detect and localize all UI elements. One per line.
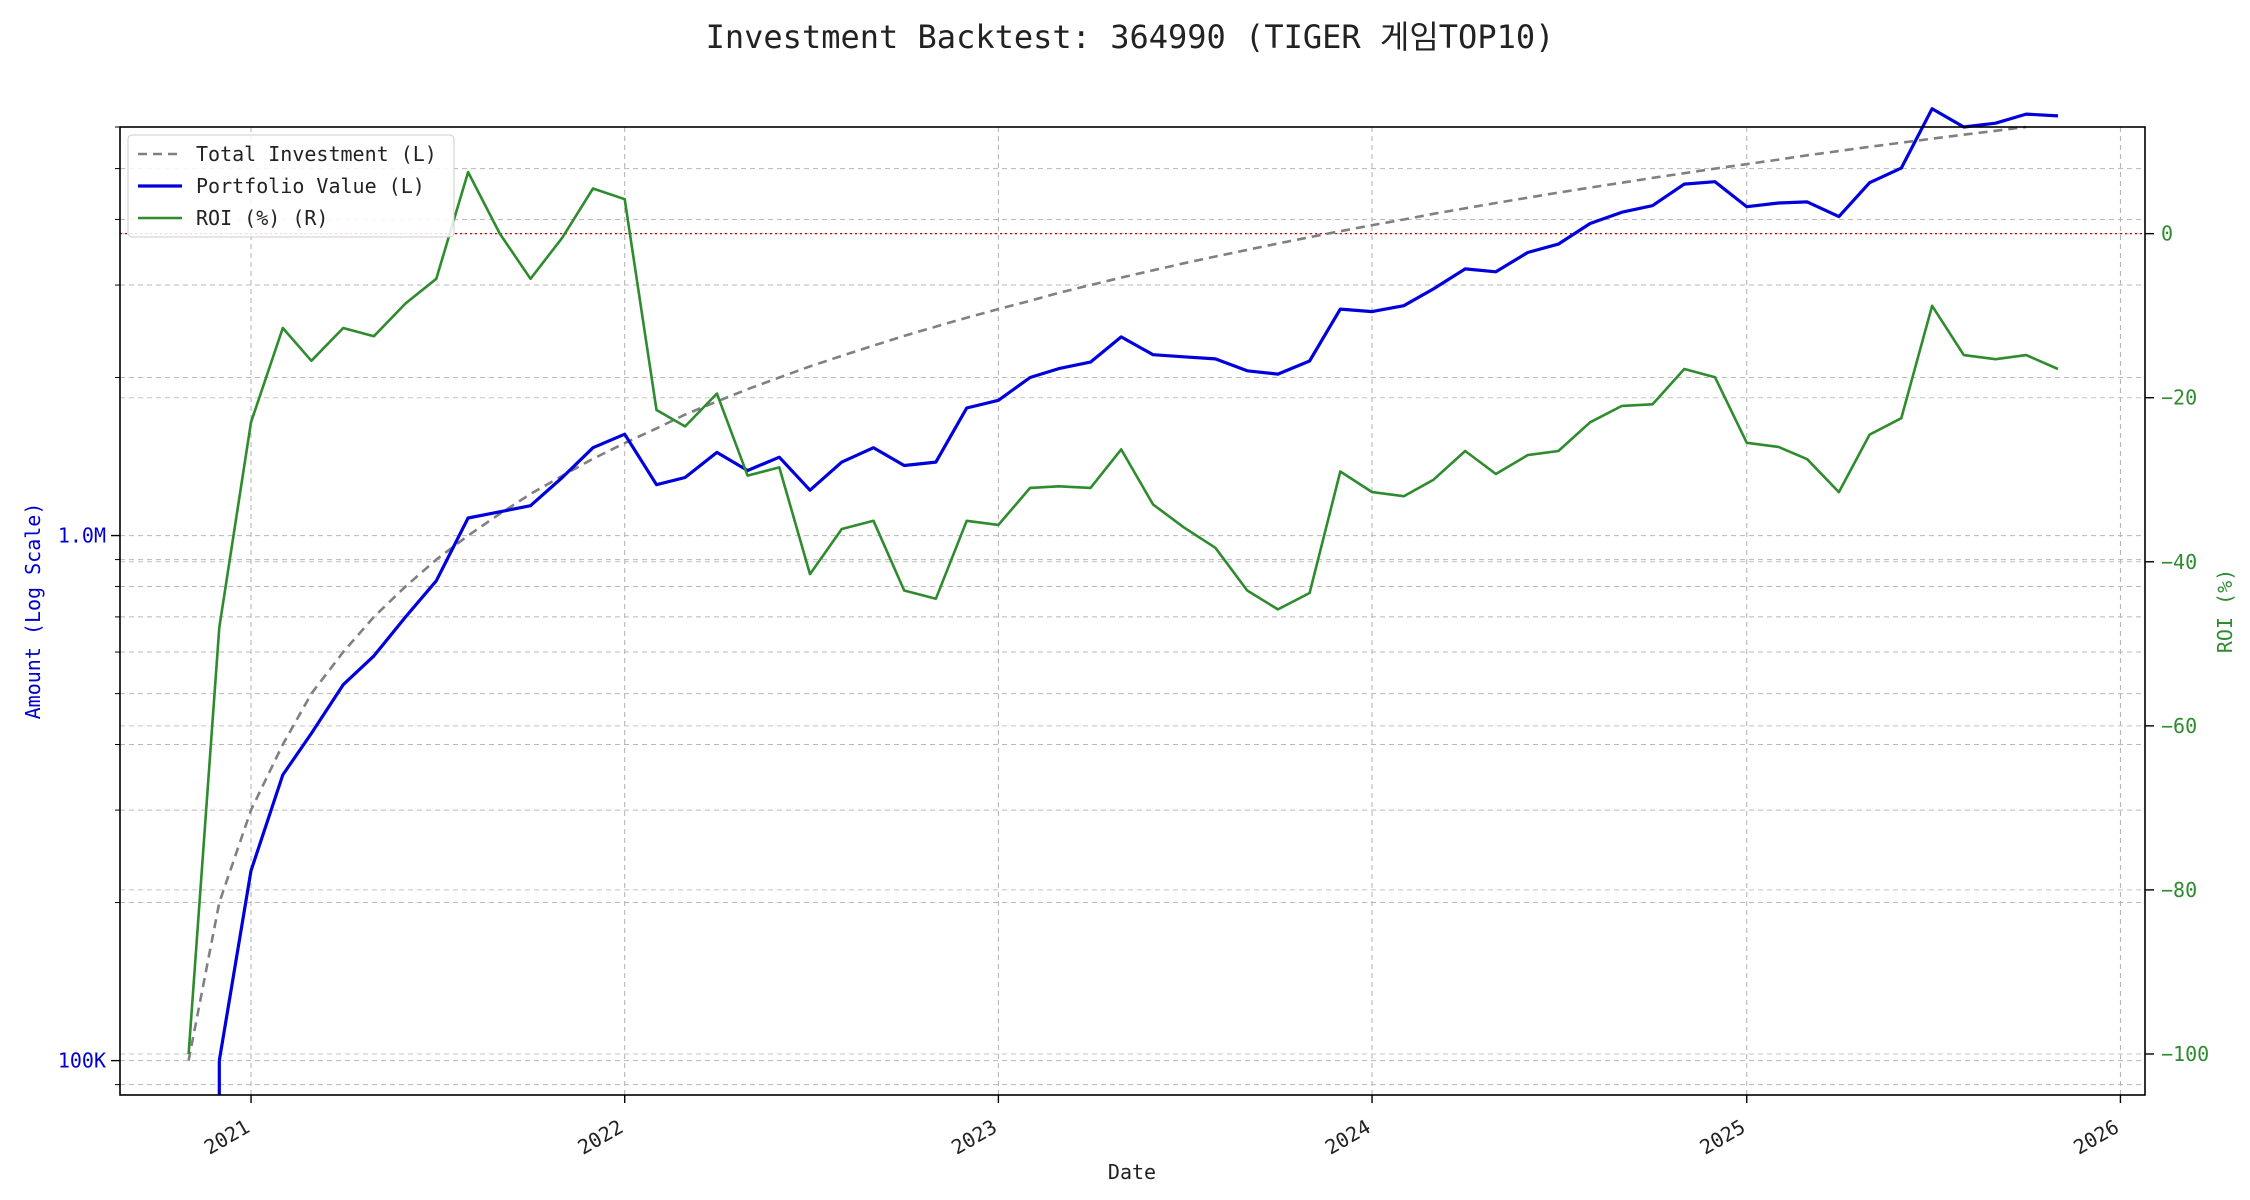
right-tick-label: −20	[2161, 386, 2197, 410]
legend-label: ROI (%) (R)	[196, 206, 328, 230]
legend-box	[127, 134, 455, 238]
chart-title: Investment Backtest: 364990 (TIGER 게임TOP…	[706, 18, 1555, 56]
legend-label: Total Investment (L)	[196, 142, 437, 166]
legend: Total Investment (L) Portfolio Value (L) R…	[127, 134, 455, 238]
right-tick-label: −100	[2161, 1042, 2209, 1066]
right-tick-label: −80	[2161, 878, 2197, 902]
left-tick-label: 100K	[58, 1049, 106, 1073]
plot-frame	[119, 126, 2146, 1096]
right-tick-label: −40	[2161, 550, 2197, 574]
series-group	[187, 107, 2059, 1095]
right-y-axis: 0 −20 −40 −60 −80 −100	[2145, 222, 2209, 1066]
series-line-roi-r	[187, 170, 2059, 1055]
left-y-axis: 100K 1.0M	[58, 126, 120, 1086]
series-line-total-investment-l	[187, 125, 2027, 1061]
legend-label: Portfolio Value (L)	[196, 174, 425, 198]
left-tick-label: 1.0M	[58, 524, 106, 548]
right-y-axis-label: ROI (%)	[2213, 569, 2237, 653]
grid	[120, 126, 2145, 1095]
x-axis-label: Date	[1108, 1160, 1156, 1184]
right-tick-label: −60	[2161, 714, 2197, 738]
left-y-axis-label: Amount (Log Scale)	[21, 503, 45, 720]
right-tick-label: 0	[2161, 222, 2173, 246]
series-line-portfolio-value-l	[217, 107, 2059, 1061]
